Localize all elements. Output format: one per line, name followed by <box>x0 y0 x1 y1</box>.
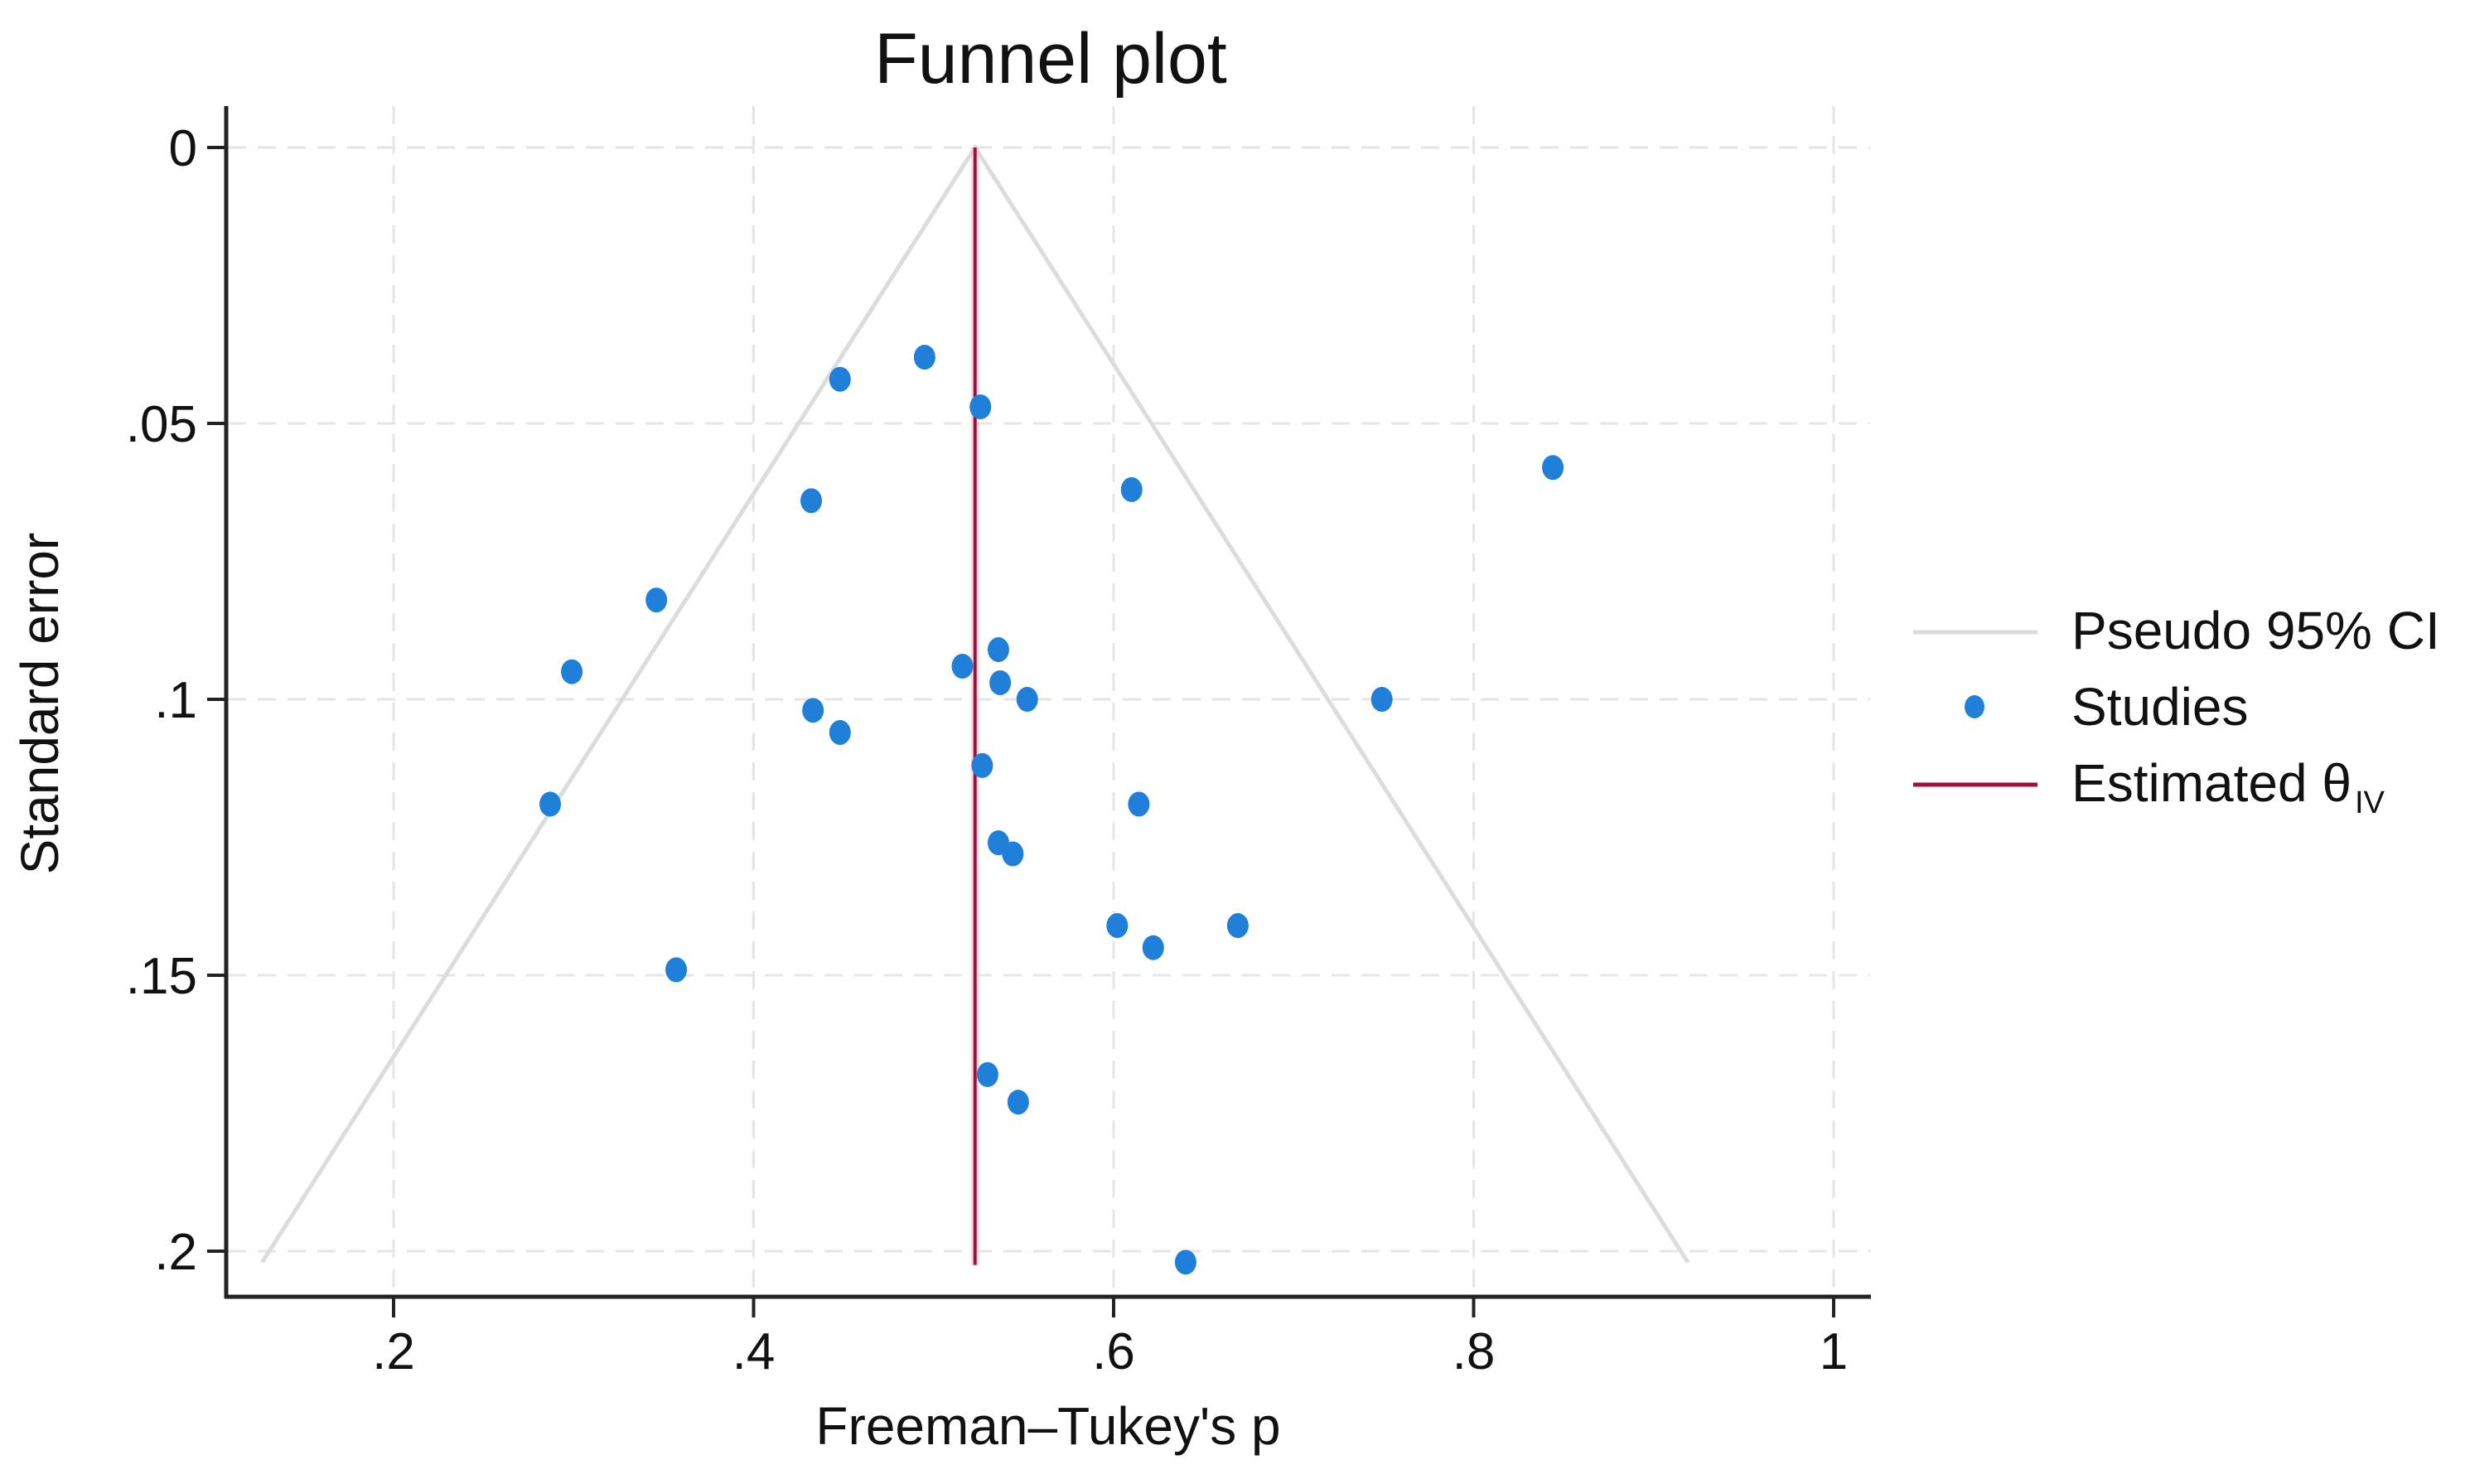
study-point <box>561 659 583 684</box>
legend-label-main: Estimated θ <box>2071 753 2352 813</box>
study-point <box>976 1061 998 1087</box>
x-tick-label: .4 <box>732 1323 776 1380</box>
study-point <box>665 957 688 983</box>
study-point <box>1016 687 1038 712</box>
study-point <box>989 670 1012 696</box>
chart-title: Funnel plot <box>874 19 1227 99</box>
study-point <box>1007 1090 1029 1115</box>
study-point <box>1128 791 1150 817</box>
y-axis-title: Standard error <box>10 533 70 875</box>
legend-label: Pseudo 95% CI <box>2071 601 2440 660</box>
y-tick-label: .2 <box>154 1224 197 1281</box>
legend-label: Studies <box>2071 677 2248 737</box>
legend-item-pseudo-ci: Pseudo 95% CI <box>1913 601 2440 660</box>
y-tick-label: .05 <box>126 396 197 453</box>
study-point <box>1002 841 1024 867</box>
x-tick-label: .8 <box>1453 1323 1496 1380</box>
y-tick-label: 0 <box>169 120 197 177</box>
legend-item-studies: Studies <box>1965 677 2248 737</box>
study-point <box>829 366 851 392</box>
legend-item-estimated-theta: Estimated θ IV <box>1913 753 2385 820</box>
legend-dot-swatch-icon <box>1965 695 1984 718</box>
legend-label-subscript: IV <box>2355 786 2385 820</box>
study-point <box>1370 687 1393 712</box>
x-axis-title: Freeman–Tukey's p <box>815 1396 1280 1456</box>
studies-markers <box>539 345 1564 1275</box>
y-tick-label: .1 <box>154 672 197 729</box>
study-point <box>645 587 668 613</box>
study-point <box>1120 476 1143 502</box>
y-tick-label: .15 <box>126 948 197 1005</box>
legend: Pseudo 95% CI Studies Estimated θ IV <box>1913 601 2440 820</box>
study-point <box>829 719 851 745</box>
study-point <box>971 752 993 778</box>
x-tick-label: .2 <box>372 1323 415 1380</box>
study-point <box>951 654 974 679</box>
study-point <box>987 637 1009 663</box>
y-axis-ticks: 0 .05 .1 .15 .2 <box>126 120 226 1281</box>
study-point <box>539 791 562 817</box>
study-point <box>1226 913 1249 939</box>
study-point <box>969 394 992 420</box>
axes <box>224 106 1871 1299</box>
study-point <box>800 488 823 514</box>
x-tick-label: 1 <box>1820 1323 1848 1380</box>
legend-label: Estimated θ IV <box>2071 753 2385 820</box>
study-point <box>802 698 824 723</box>
study-point <box>1542 455 1564 481</box>
study-point <box>1142 935 1164 960</box>
x-tick-label: .6 <box>1092 1323 1135 1380</box>
x-axis-ticks: .2 .4 .6 .8 1 <box>372 1297 1848 1380</box>
study-point <box>1174 1250 1196 1275</box>
gridlines <box>228 106 1870 1295</box>
study-point <box>913 345 935 370</box>
study-point <box>1106 913 1129 939</box>
